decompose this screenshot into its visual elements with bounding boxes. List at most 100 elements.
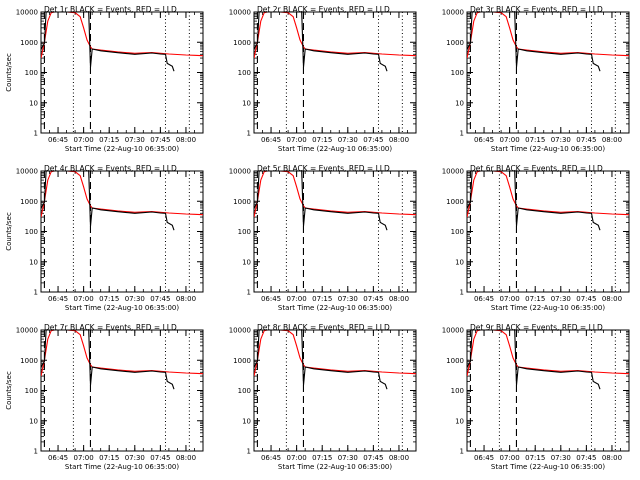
x-axis-label: Start Time (22-Aug-10 06:35:00) bbox=[278, 463, 392, 471]
x-axis-label: Start Time (22-Aug-10 06:35:00) bbox=[491, 145, 605, 153]
plot-frame bbox=[40, 170, 204, 293]
lld-rate-line bbox=[254, 171, 416, 218]
panel-title: Det 5r BLACK = Events, RED = LLD bbox=[257, 164, 390, 173]
x-axis-label: Start Time (22-Aug-10 06:35:00) bbox=[491, 304, 605, 312]
lld-rate-line bbox=[467, 330, 629, 377]
plot-frame bbox=[40, 329, 204, 452]
plot-frame bbox=[253, 170, 417, 293]
y-tick-label: 1 bbox=[247, 289, 251, 297]
y-tick-label: 1 bbox=[247, 448, 251, 456]
panel-title: Det 6r BLACK = Events, RED = LLD bbox=[470, 164, 603, 173]
lld-rate-line bbox=[254, 330, 416, 377]
events-rate-line bbox=[254, 171, 388, 231]
y-tick-label: 1000 bbox=[446, 198, 464, 206]
x-tick-label: 07:15 bbox=[99, 136, 119, 144]
panel-3: 1 10 100 1000 10000 06:45 07:00 07:15 07:30 07:45… bbox=[442, 5, 630, 153]
x-tick-label: 07:30 bbox=[338, 295, 358, 303]
panel-title: Det 2r BLACK = Events, RED = LLD bbox=[257, 5, 390, 14]
y-tick-label: 1 bbox=[460, 289, 464, 297]
y-tick-label: 10 bbox=[29, 417, 38, 425]
x-tick-label: 08:00 bbox=[602, 295, 622, 303]
x-tick-label: 06:45 bbox=[48, 454, 68, 462]
y-tick-label: 1000 bbox=[20, 198, 38, 206]
x-tick-label: 07:15 bbox=[312, 136, 332, 144]
y-tick-label: 100 bbox=[238, 69, 251, 77]
y-tick-label: 10 bbox=[242, 417, 251, 425]
x-tick-label: 07:45 bbox=[576, 295, 596, 303]
x-tick-label: 08:00 bbox=[389, 454, 409, 462]
x-tick-label: 07:15 bbox=[99, 295, 119, 303]
y-tick-label: 10 bbox=[242, 99, 251, 107]
lld-rate-line bbox=[254, 12, 416, 59]
x-tick-label: 07:30 bbox=[125, 454, 145, 462]
panel-title: Det 8r BLACK = Events, RED = LLD bbox=[257, 323, 390, 332]
x-tick-label: 06:45 bbox=[474, 295, 494, 303]
x-tick-label: 08:00 bbox=[602, 454, 622, 462]
panel-title: Det 1r BLACK = Events, RED = LLD bbox=[44, 5, 177, 14]
y-tick-label: 10000 bbox=[229, 168, 251, 176]
x-tick-label: 07:00 bbox=[287, 136, 307, 144]
y-tick-label: 10 bbox=[242, 258, 251, 266]
y-tick-label: 10000 bbox=[229, 9, 251, 17]
y-tick-label: 100 bbox=[238, 228, 251, 236]
x-tick-label: 06:45 bbox=[474, 454, 494, 462]
y-tick-label: 1000 bbox=[20, 39, 38, 47]
panel-2: 1 10 100 1000 10000 06:45 07:00 07:15 07:30 07:45… bbox=[229, 5, 417, 153]
panel-8: 1 10 100 1000 10000 06:45 07:00 07:15 07:30 07:45… bbox=[229, 323, 417, 471]
plot-frame bbox=[466, 170, 630, 293]
x-axis-label: Start Time (22-Aug-10 06:35:00) bbox=[491, 463, 605, 471]
x-tick-label: 07:30 bbox=[125, 295, 145, 303]
y-tick-label: 1000 bbox=[20, 357, 38, 365]
y-tick-label: 1 bbox=[34, 130, 38, 138]
y-tick-label: 10 bbox=[455, 99, 464, 107]
panel-4: 1 10 100 1000 10000 06:45 07:00 07:15 07:30 07:45… bbox=[5, 164, 204, 312]
x-tick-label: 07:45 bbox=[576, 454, 596, 462]
x-tick-label: 07:00 bbox=[500, 454, 520, 462]
panel-6: 1 10 100 1000 10000 06:45 07:00 07:15 07:30 07:45… bbox=[442, 164, 630, 312]
x-tick-label: 07:45 bbox=[363, 136, 383, 144]
panel-5: 1 10 100 1000 10000 06:45 07:00 07:15 07:30 07:45… bbox=[229, 164, 417, 312]
events-rate-line bbox=[254, 330, 388, 390]
x-tick-label: 08:00 bbox=[389, 136, 409, 144]
y-tick-label: 10 bbox=[29, 258, 38, 266]
y-tick-label: 10000 bbox=[16, 327, 38, 335]
x-tick-label: 08:00 bbox=[602, 136, 622, 144]
y-axis-label: Counts/sec bbox=[5, 212, 13, 251]
x-tick-label: 08:00 bbox=[176, 136, 196, 144]
plot-frame bbox=[466, 329, 630, 452]
y-tick-label: 100 bbox=[451, 228, 464, 236]
x-tick-label: 07:00 bbox=[287, 454, 307, 462]
x-tick-label: 06:45 bbox=[474, 136, 494, 144]
x-tick-label: 07:30 bbox=[551, 295, 571, 303]
panel-1: 1 10 100 1000 10000 06:45 07:00 07:15 07:30 07:45… bbox=[5, 5, 204, 153]
events-rate-line bbox=[41, 330, 175, 390]
y-tick-label: 1000 bbox=[446, 39, 464, 47]
lld-rate-line bbox=[41, 330, 203, 377]
x-tick-label: 07:30 bbox=[125, 136, 145, 144]
y-tick-label: 100 bbox=[25, 387, 38, 395]
x-tick-label: 07:00 bbox=[500, 295, 520, 303]
events-rate-line bbox=[41, 12, 175, 72]
x-tick-label: 07:15 bbox=[312, 295, 332, 303]
y-tick-label: 100 bbox=[451, 69, 464, 77]
y-tick-label: 1000 bbox=[233, 357, 251, 365]
y-tick-label: 1 bbox=[460, 448, 464, 456]
x-tick-label: 07:30 bbox=[551, 136, 571, 144]
y-tick-label: 10000 bbox=[229, 327, 251, 335]
x-tick-label: 08:00 bbox=[176, 295, 196, 303]
y-tick-label: 10000 bbox=[16, 168, 38, 176]
y-tick-label: 1 bbox=[460, 130, 464, 138]
x-tick-label: 07:45 bbox=[150, 136, 170, 144]
lld-rate-line bbox=[467, 171, 629, 218]
plot-frame bbox=[40, 11, 204, 134]
x-tick-label: 07:00 bbox=[74, 454, 94, 462]
panel-9: 1 10 100 1000 10000 06:45 07:00 07:15 07:30 07:45… bbox=[442, 323, 630, 471]
x-tick-label: 07:15 bbox=[525, 295, 545, 303]
y-tick-label: 1000 bbox=[446, 357, 464, 365]
x-tick-label: 08:00 bbox=[176, 454, 196, 462]
y-tick-label: 1000 bbox=[233, 39, 251, 47]
x-axis-label: Start Time (22-Aug-10 06:35:00) bbox=[65, 304, 179, 312]
x-tick-label: 06:45 bbox=[261, 136, 281, 144]
events-rate-line bbox=[41, 171, 175, 231]
x-tick-label: 07:30 bbox=[338, 136, 358, 144]
